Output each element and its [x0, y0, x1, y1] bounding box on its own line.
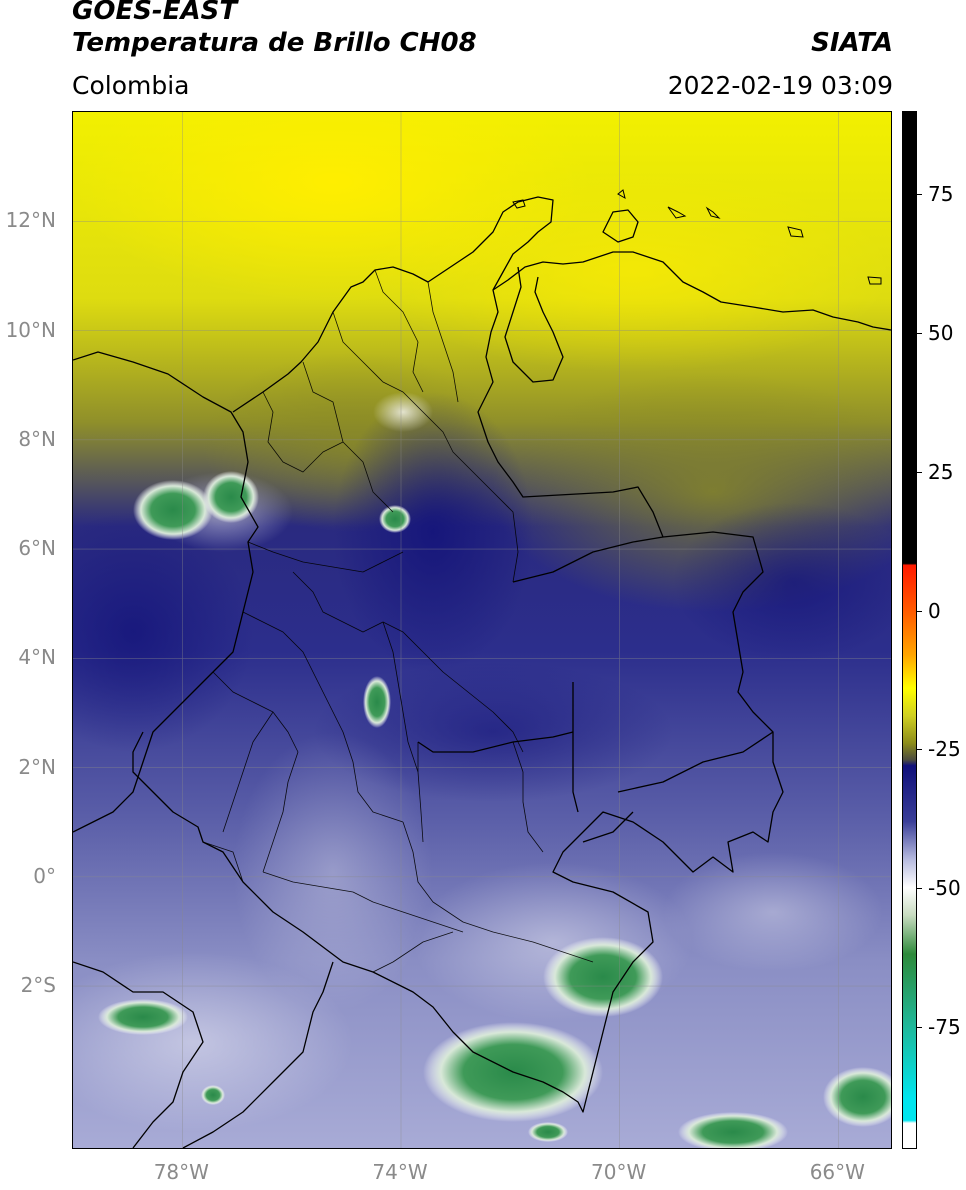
colorbar-tick-label: -25: [928, 737, 961, 762]
colorbar-tick-label: 50: [928, 321, 954, 346]
colorbar-tick: [917, 194, 922, 196]
title-satellite: GOES-EAST: [72, 0, 238, 26]
latitude-label: 12°N: [5, 208, 56, 233]
longitude-label: 74°W: [372, 1160, 428, 1184]
latitude-label: 8°N: [18, 426, 56, 451]
organization-label: SIATA: [811, 28, 893, 58]
colorbar-tick: [917, 333, 922, 335]
country-borders: [73, 196, 891, 1148]
colorbar-tick-label: 75: [928, 182, 954, 207]
latitude-label: 2°S: [20, 973, 56, 998]
caribbean-islands: [512, 189, 882, 285]
region-label: Colombia: [72, 71, 190, 100]
latitude-label: 2°N: [18, 754, 56, 779]
convective-cloud-southeast: [823, 1067, 891, 1127]
title-product: Temperatura de Brillo CH08: [72, 28, 477, 58]
colorbar-tick: [917, 888, 922, 890]
convective-cloud-andes: [363, 676, 391, 728]
latitude-label: 4°N: [18, 645, 56, 670]
colorbar-tick-label: -50: [928, 876, 961, 901]
latitude-label: 6°N: [18, 536, 56, 561]
longitude-label: 78°W: [153, 1160, 209, 1184]
latitude-label: 10°N: [5, 317, 56, 342]
temperature-colorbar: [902, 111, 917, 1149]
convective-cloud-southwest: [98, 999, 188, 1035]
convective-cloud-northwest: [203, 471, 259, 523]
convective-cloud-antioquia: [379, 505, 411, 533]
longitude-label: 66°W: [809, 1160, 865, 1184]
datetime-label: 2022-02-19 03:09: [667, 71, 893, 100]
colorbar-tick: [917, 471, 922, 473]
map-gridlines: [73, 112, 891, 1148]
longitude-label: 70°W: [591, 1160, 647, 1184]
colorbar-tick-label: -75: [928, 1014, 961, 1039]
department-borders: [202, 269, 594, 973]
colorbar-tick-label: 25: [928, 459, 954, 484]
latitude-label: 0°: [33, 863, 56, 888]
colorbar-tick-label: 0: [928, 598, 941, 623]
map-frame[interactable]: [72, 111, 892, 1149]
colorbar-tick: [917, 749, 922, 751]
colorbar-tick: [917, 610, 922, 612]
convective-cloud-west: [133, 480, 213, 540]
colorbar-tick: [917, 1026, 922, 1028]
convective-cloud-amazon-east: [543, 937, 663, 1017]
map-canvas[interactable]: [73, 112, 891, 1148]
